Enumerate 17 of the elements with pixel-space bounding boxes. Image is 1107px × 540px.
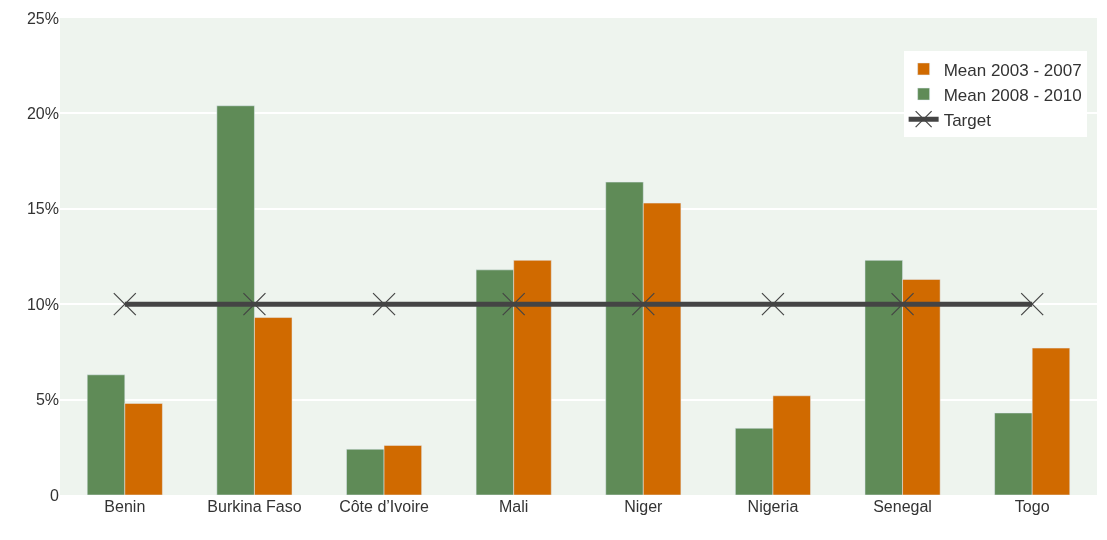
y-tick-label: 20% (26, 105, 59, 122)
y-tick-label: 15% (26, 200, 59, 218)
x-tick-label: Côte d’Ivoire (339, 498, 430, 515)
y-tick-label: 25% (26, 9, 59, 27)
y-tick-label: 0 (50, 486, 60, 504)
x-tick-label: Niger (624, 498, 664, 515)
x-tick-label: Nigeria (747, 498, 799, 515)
x-tick-label: Togo (1014, 498, 1050, 515)
legend-label: Target (943, 110, 992, 130)
legend-label: Mean 2008 - 2010 (943, 85, 1082, 105)
y-tick-label: 5% (35, 391, 59, 409)
x-tick-label: Burkina Faso (207, 498, 302, 515)
legend-label: Mean 2003 - 2007 (943, 60, 1082, 80)
x-tick-label: Mali (499, 498, 529, 515)
x-tick-label: Senegal (873, 498, 932, 515)
x-tick-label: Benin (104, 498, 146, 515)
y-tick-label: 10% (26, 295, 59, 313)
